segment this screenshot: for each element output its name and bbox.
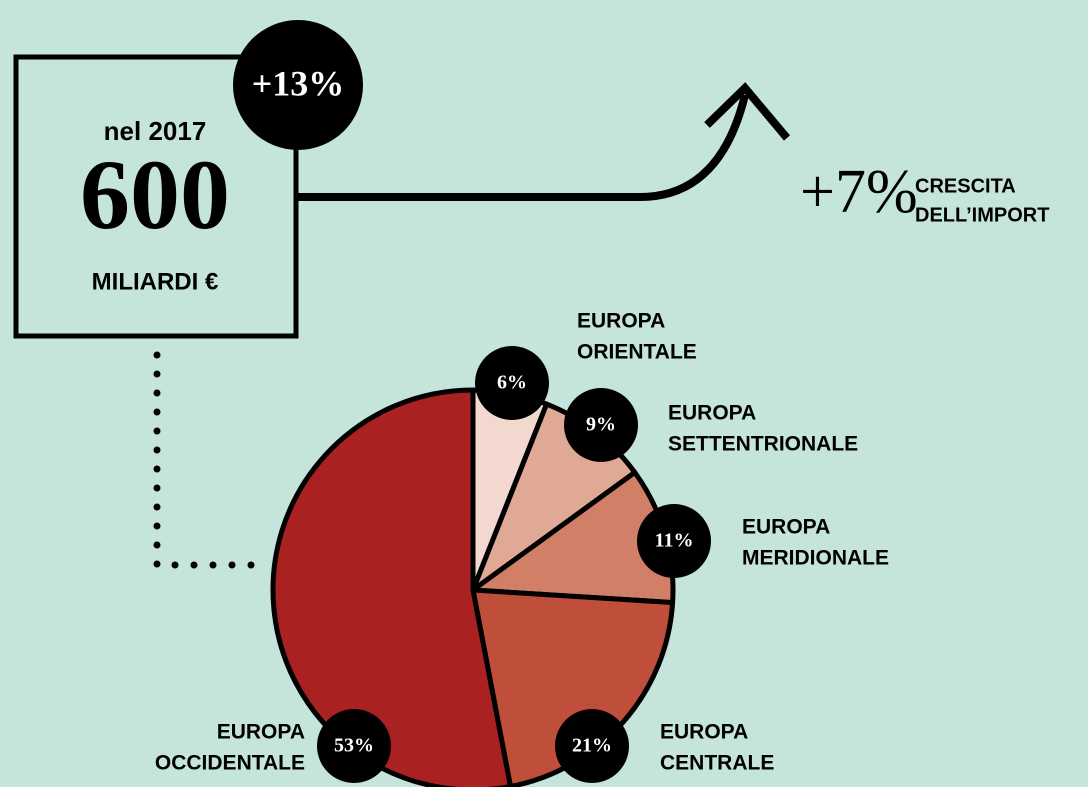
value-label: 9% xyxy=(586,414,616,436)
import-growth-value: +7% xyxy=(800,158,918,226)
value-label: 11% xyxy=(655,530,694,552)
value-label: 21% xyxy=(572,735,612,757)
category-label: EUROPA xyxy=(577,310,665,333)
category-label: OCCIDENTALE xyxy=(155,752,305,775)
category-label: MERIDIONALE xyxy=(742,547,889,570)
value-badge xyxy=(475,346,549,420)
value-label: 6% xyxy=(497,372,527,394)
growth-badge xyxy=(233,20,363,150)
category-label: EUROPA xyxy=(668,402,756,425)
category-label: CENTRALE xyxy=(660,752,774,775)
pie-slice xyxy=(470,587,676,787)
year-label: nel 2017 xyxy=(104,116,207,146)
category-label: EUROPA xyxy=(742,516,830,539)
arrow-head xyxy=(704,82,791,141)
unit-label: MILIARDI € xyxy=(92,268,219,295)
value-badge xyxy=(564,388,638,462)
import-growth-label: CRESCITA xyxy=(915,175,1016,197)
value-label: 53% xyxy=(334,735,374,757)
value-badge xyxy=(637,504,711,578)
pie-slice xyxy=(270,387,513,787)
amount-label: 600 xyxy=(80,139,230,250)
category-label: ORIENTALE xyxy=(577,341,697,364)
category-label: EUROPA xyxy=(217,721,305,744)
growth-label: +13% xyxy=(252,63,345,103)
import-growth-label: DELL’IMPORT xyxy=(915,204,1049,226)
category-label: SETTENTRIONALE xyxy=(668,433,858,456)
value-badge xyxy=(555,709,629,783)
headline-box xyxy=(13,54,299,339)
category-label: EUROPA xyxy=(660,721,748,744)
value-badge xyxy=(317,709,391,783)
dotted-connector xyxy=(153,351,259,569)
growth-arrow xyxy=(298,94,749,201)
